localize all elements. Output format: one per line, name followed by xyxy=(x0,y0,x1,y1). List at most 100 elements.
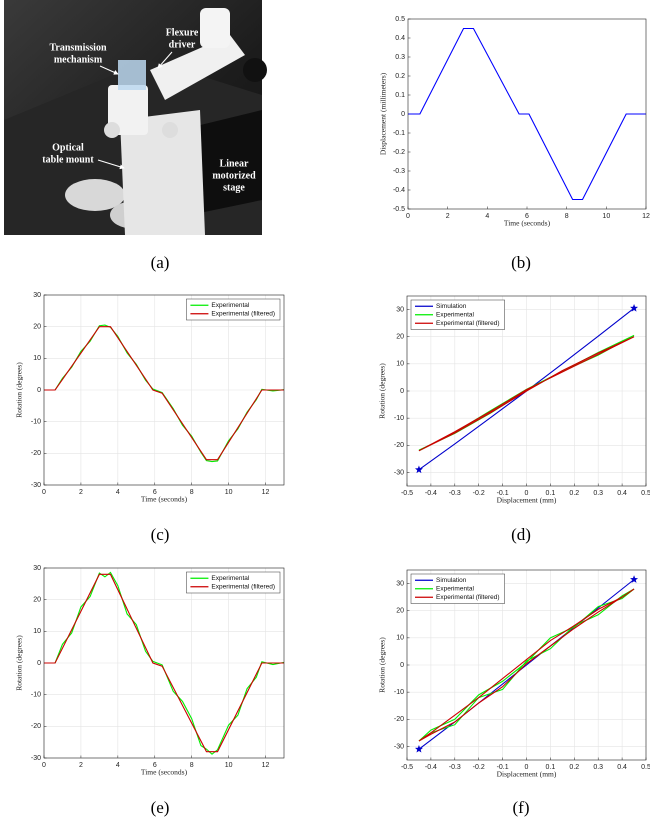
x-tick-label: -0.1 xyxy=(497,764,509,771)
x-tick-label: 8 xyxy=(565,213,569,220)
chart: 0 2 4 6 8 10 12 -30 -20 -10 0 10 20 30 Time (seconds) R… xyxy=(15,292,285,504)
x-tick-label: 4 xyxy=(485,213,489,220)
x-tick-label: 10 xyxy=(225,762,233,769)
x-tick-label: 0.4 xyxy=(617,490,627,497)
y-tick-label: 10 xyxy=(396,361,404,368)
y-tick-label: -30 xyxy=(394,469,404,476)
y-tick-label: 0 xyxy=(37,387,41,394)
x-tick-label: 0.5 xyxy=(641,764,650,771)
star-marker xyxy=(414,465,423,474)
photo-label: table mount xyxy=(42,154,94,165)
x-tick-label: 8 xyxy=(190,762,194,769)
x-axis-label: Time (seconds) xyxy=(141,768,188,777)
caption: (b) xyxy=(511,253,531,272)
x-tick-label: 6 xyxy=(153,489,157,496)
x-tick-label: 2 xyxy=(79,489,83,496)
x-tick-label: 0 xyxy=(42,489,46,496)
x-tick-label: 0 xyxy=(525,490,529,497)
y-tick-label: -30 xyxy=(31,755,41,762)
y-tick-label: -30 xyxy=(31,482,41,489)
y-axis-label: Rotation (degrees) xyxy=(378,637,387,693)
mount-knob xyxy=(65,179,125,211)
x-tick-label: 10 xyxy=(602,213,610,220)
y-tick-label: 30 xyxy=(396,306,404,313)
flexure-driver xyxy=(150,35,245,100)
x-tick-label: 6 xyxy=(525,213,529,220)
y-tick-label: 10 xyxy=(33,355,41,362)
y-tick-label: 20 xyxy=(33,324,41,331)
x-tick-label: -0.2 xyxy=(473,490,485,497)
x-tick-label: -0.3 xyxy=(449,764,461,771)
photo-label: Flexure xyxy=(166,27,199,38)
x-axis-label: Time (seconds) xyxy=(141,495,188,504)
caption: (d) xyxy=(511,525,531,544)
transmission-mechanism xyxy=(118,60,146,90)
y-axis-label: Rotation (degrees) xyxy=(378,363,387,419)
legend-label: Experimental (filtered) xyxy=(211,583,275,590)
data-line xyxy=(44,573,284,753)
photo-label: driver xyxy=(169,39,196,50)
y-tick-label: 0 xyxy=(37,660,41,667)
legend-label: Experimental xyxy=(436,311,474,318)
knob xyxy=(243,58,267,82)
screw xyxy=(104,122,120,138)
x-tick-label: 0 xyxy=(525,764,529,771)
x-tick-label: -0.4 xyxy=(425,764,437,771)
screw xyxy=(162,122,178,138)
x-tick-label: 4 xyxy=(116,762,120,769)
y-tick-label: -20 xyxy=(394,716,404,723)
x-axis-label: Displacement (mm) xyxy=(497,770,557,779)
x-tick-label: 12 xyxy=(262,762,270,769)
caption: (e) xyxy=(151,798,170,817)
data-line xyxy=(408,27,646,201)
arrow xyxy=(99,65,119,75)
y-tick-label: 20 xyxy=(33,597,41,604)
axes-box xyxy=(43,567,285,759)
x-axis-label: Time (seconds) xyxy=(504,219,551,228)
driver-body xyxy=(200,8,230,48)
y-tick-label: 0 xyxy=(400,662,404,669)
caption: (f) xyxy=(513,798,530,817)
photo-label: motorized xyxy=(212,170,256,181)
y-tick-label: -30 xyxy=(394,743,404,750)
legend-label: Experimental (filtered) xyxy=(436,320,500,327)
photo: Transmission mechanism Flexure driver Op… xyxy=(4,0,267,235)
x-tick-label: 2 xyxy=(446,213,450,220)
y-tick-label: 30 xyxy=(33,565,41,572)
legend-label: Simulation xyxy=(436,303,467,310)
y-tick-label: 0.2 xyxy=(395,73,405,80)
photo-label: Optical xyxy=(52,142,84,153)
arrow xyxy=(157,51,173,69)
x-tick-label: 0.2 xyxy=(569,764,579,771)
y-tick-label: -0.3 xyxy=(393,168,405,175)
y-tick-label: -0.5 xyxy=(393,206,405,213)
y-tick-label: -20 xyxy=(31,450,41,457)
transmission-block xyxy=(108,85,148,135)
legend-box xyxy=(186,298,281,321)
y-axis-label: Rotation (degrees) xyxy=(15,362,24,418)
legend-label: Experimental xyxy=(436,585,474,592)
x-tick-label: -0.4 xyxy=(425,490,437,497)
table-mount xyxy=(120,110,205,235)
legend-box xyxy=(186,571,281,594)
y-tick-label: 30 xyxy=(396,580,404,587)
x-tick-label: 4 xyxy=(116,489,120,496)
caption: (c) xyxy=(151,525,170,544)
caption: (a) xyxy=(151,253,170,272)
y-axis-label: Displacement (millimeters) xyxy=(379,72,388,155)
legend-label: Experimental xyxy=(211,302,249,309)
x-tick-label: 0.3 xyxy=(593,490,603,497)
x-tick-label: 12 xyxy=(262,489,270,496)
y-tick-label: -10 xyxy=(31,419,41,426)
x-tick-label: 12 xyxy=(642,213,650,220)
y-tick-label: 0.5 xyxy=(395,16,405,23)
star-marker xyxy=(630,575,639,583)
arrow xyxy=(97,159,125,170)
x-axis-label: Displacement (mm) xyxy=(497,496,557,505)
x-tick-label: -0.3 xyxy=(449,490,461,497)
axes-box xyxy=(406,295,647,487)
